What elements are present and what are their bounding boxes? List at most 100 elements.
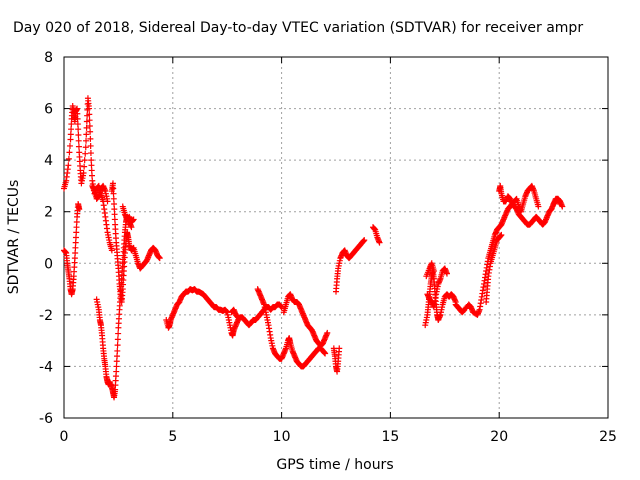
data-point — [86, 111, 93, 118]
x-tick-label: 25 — [599, 429, 617, 445]
data-point — [130, 216, 137, 223]
data-point — [110, 195, 117, 202]
data-point — [75, 137, 82, 144]
x-tick-label: 15 — [381, 429, 399, 445]
data-point — [75, 143, 82, 150]
data-point — [115, 330, 122, 337]
data-point — [104, 198, 111, 205]
data-point — [111, 200, 118, 207]
data-point — [82, 144, 89, 151]
y-tick-label: 6 — [44, 102, 53, 118]
data-point — [111, 211, 118, 218]
data-point — [235, 314, 242, 321]
data-point — [75, 126, 82, 133]
y-tick-label: -2 — [39, 308, 53, 324]
data-point — [74, 121, 81, 128]
data-point — [114, 342, 121, 349]
data-point — [156, 255, 163, 262]
data-point — [87, 142, 94, 149]
data-point — [114, 347, 121, 354]
data-point — [73, 229, 80, 236]
data-point — [88, 157, 95, 164]
data-point — [113, 358, 120, 365]
data-point — [324, 329, 331, 336]
data-point — [88, 167, 95, 174]
data-point — [73, 219, 80, 226]
data-point — [128, 224, 135, 231]
plot-frame — [63, 56, 609, 419]
data-point — [114, 336, 121, 343]
data-point — [88, 162, 95, 169]
data-point — [75, 132, 82, 139]
data-point — [361, 237, 368, 244]
data-point — [83, 131, 90, 138]
data-point — [74, 115, 81, 122]
data-point — [72, 234, 79, 241]
data-point — [336, 345, 343, 352]
data-point — [278, 304, 285, 311]
data-point — [535, 203, 542, 210]
data-point — [322, 350, 329, 357]
x-tick-label: 5 — [168, 429, 177, 445]
data-point — [82, 150, 89, 157]
data-point — [68, 126, 75, 133]
data-point — [68, 121, 75, 128]
data-point — [86, 117, 93, 124]
axis-ticks: 0 5 10 15 20 25 -6 -4 -2 0 2 4 6 8 — [39, 50, 617, 445]
x-tick-label: 10 — [273, 429, 291, 445]
data-point — [67, 136, 74, 143]
data-point — [65, 155, 72, 162]
y-tick-label: 4 — [44, 153, 53, 169]
chart-title: Day 020 of 2018, Sidereal Day-to-day VTE… — [13, 20, 583, 36]
data-point — [76, 206, 83, 213]
data-point — [72, 249, 79, 256]
data-point — [108, 247, 115, 254]
data-points — [61, 95, 566, 401]
data-point — [72, 244, 79, 251]
data-point — [87, 135, 94, 142]
data-point — [111, 216, 118, 223]
data-point — [559, 203, 566, 210]
data-point — [86, 105, 93, 112]
data-point — [87, 150, 94, 157]
data-point — [66, 149, 73, 156]
data-point — [73, 224, 80, 231]
data-point — [80, 170, 87, 177]
data-point — [498, 231, 505, 238]
y-tick-label: -4 — [39, 359, 53, 375]
y-tick-label: 2 — [44, 205, 53, 221]
data-point — [110, 190, 117, 197]
x-axis-label: GPS time / hours — [276, 457, 393, 473]
data-point — [86, 122, 93, 129]
data-point — [430, 268, 437, 275]
data-point — [89, 172, 96, 179]
data-point — [67, 131, 74, 138]
data-point — [83, 137, 90, 144]
data-point — [83, 124, 90, 131]
y-tick-label: 0 — [44, 256, 53, 272]
data-point — [74, 110, 81, 117]
data-point — [87, 128, 94, 135]
data-point — [72, 239, 79, 246]
data-point — [113, 368, 120, 375]
data-point — [109, 180, 116, 187]
data-point — [110, 185, 117, 192]
data-point — [113, 363, 120, 370]
data-point — [71, 255, 78, 262]
data-point — [114, 353, 121, 360]
data-point — [111, 206, 118, 213]
data-point — [376, 239, 383, 246]
data-point — [74, 105, 81, 112]
data-point — [81, 163, 88, 170]
y-tick-label: -6 — [39, 411, 53, 427]
y-axis-label: SDTVAR / TECUs — [6, 180, 22, 295]
data-point — [66, 142, 73, 149]
data-point — [443, 270, 450, 277]
data-point — [83, 118, 90, 125]
x-tick-label: 20 — [490, 429, 508, 445]
data-point — [81, 157, 88, 164]
y-tick-label: 8 — [44, 50, 53, 66]
x-tick-label: 0 — [60, 429, 69, 445]
data-point — [65, 162, 72, 169]
